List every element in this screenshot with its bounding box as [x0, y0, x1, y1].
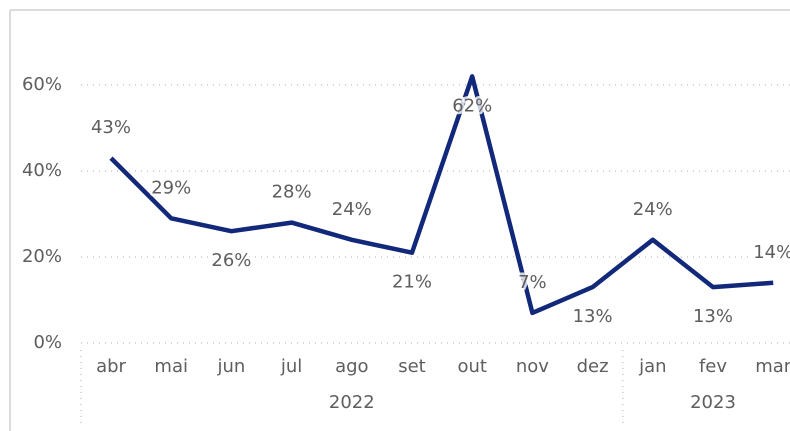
data-label: 62% [452, 95, 492, 116]
x-tick-label: mai [154, 356, 188, 377]
data-label: 13% [693, 306, 733, 327]
data-label: 24% [332, 199, 372, 220]
group-label: 2022 [329, 392, 375, 413]
x-tick-label: out [457, 356, 486, 377]
data-label: 29% [151, 177, 191, 198]
x-tick-label: jun [216, 356, 245, 377]
x-tick-label: jan [638, 356, 666, 377]
group-label: 2023 [690, 392, 736, 413]
x-tick-label: set [398, 356, 426, 377]
data-label: 26% [211, 250, 251, 271]
data-label: 14% [753, 242, 790, 263]
data-label: 21% [392, 272, 432, 293]
data-label: 13% [573, 306, 613, 327]
x-tick-label: abr [96, 356, 126, 377]
x-tick-label: ago [335, 356, 368, 377]
y-tick-label: 40% [22, 160, 62, 181]
data-label: 24% [633, 199, 673, 220]
x-tick-label: dez [577, 356, 609, 377]
data-label: 43% [91, 117, 131, 138]
line-series [109, 74, 774, 316]
data-label: 28% [272, 182, 312, 203]
x-tick-label: jul [280, 356, 302, 377]
y-tick-label: 60% [22, 74, 62, 95]
y-tick-label: 20% [22, 246, 62, 267]
data-label: 7% [518, 272, 547, 293]
x-tick-label: mar [755, 356, 790, 377]
x-tick-label: nov [516, 356, 549, 377]
y-tick-label: 0% [33, 332, 62, 353]
x-tick-label: fev [699, 356, 727, 377]
